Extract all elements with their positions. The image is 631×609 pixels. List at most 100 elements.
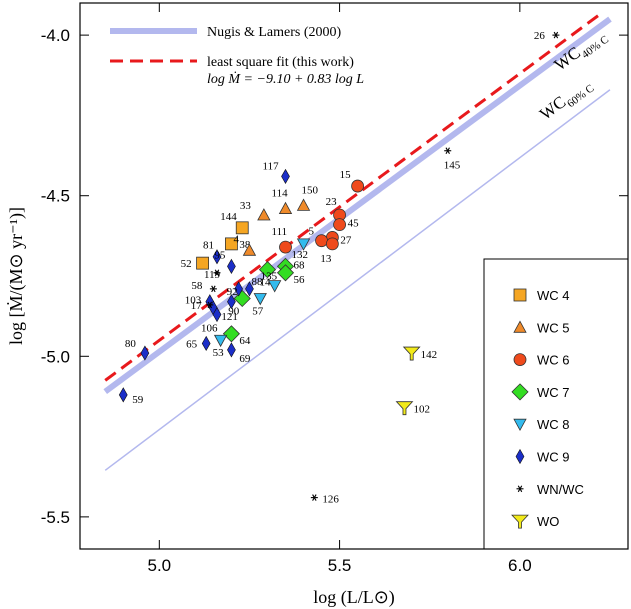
data-point-label: 57 [252,305,264,317]
legend-entry-label: WC 4 [537,288,570,303]
data-point-label: 145 [444,160,461,172]
x-tick-label: 5.5 [328,556,352,575]
data-point-label: 144 [220,211,237,223]
data-point-label: 90 [228,305,240,317]
series-line [103,16,612,395]
series-wc-6: 15 23 45 27 5 13 111 [272,169,365,265]
series-line [104,89,611,471]
legend-entry-label: WC 6 [537,353,570,368]
y-axis-title: log [Ṁ/(M⊙ yr⁻¹)] [6,207,27,345]
data-point-label: 38 [239,239,251,251]
data-point-stroke [207,301,213,309]
data-point-label: 26 [534,30,546,42]
data-point-label: 88 [251,276,263,288]
data-point [402,346,421,361]
data-point-label: 53 [213,347,225,359]
x-tick-label: 5.0 [147,556,171,575]
data-point [276,264,295,282]
data-point-label: 132 [292,249,309,261]
data-point [118,387,128,403]
legend-entry-label: WC 8 [537,417,570,432]
data-point-label: 106 [201,323,218,335]
data-point [212,249,222,265]
data-point [227,258,236,274]
legend-marker [513,288,527,302]
legend-marker [513,418,527,432]
data-point-label: 102 [413,404,430,416]
x-axis-title: log (L/L⊙) [313,587,395,608]
data-point-label: 27 [340,234,352,246]
data-point [253,293,267,306]
data-point [333,218,346,232]
series-wc-8: 132 135 57 53 [213,238,311,359]
data-point [315,234,328,248]
data-point-label: 4 [233,233,239,245]
series-wc-7: 68 56 14 90 64 [222,257,305,347]
legend-marker [511,514,529,529]
data-point-label: 114 [272,188,289,200]
data-point-label: 95 [214,249,226,261]
data-point-label: 111 [272,226,288,238]
data-point [310,494,318,501]
data-point [227,342,236,358]
legend-marker-stroke [517,485,523,493]
data-point [213,334,228,348]
data-point [225,237,238,251]
data-point-label: 117 [263,160,280,172]
data-point-label: 15 [340,169,352,181]
x-tick-label: 6.0 [508,556,532,575]
data-point-label: 81 [203,240,214,252]
data-point [296,238,311,251]
legend-marker [516,485,524,493]
data-point-label: 5 [309,226,315,238]
series-line [104,13,601,382]
data-point-label: 23 [326,196,338,208]
data-point [245,281,254,297]
data-point-label: 14 [259,277,271,289]
legend-entry-label: WO [537,514,559,529]
data-point-label: 142 [421,349,438,361]
y-tick-label: -5.5 [41,508,70,527]
series-wc-5: 33 114 150 4 [233,184,319,256]
data-point [258,261,277,279]
data-point-stroke [312,494,317,501]
data-point-label: 119 [204,269,221,281]
data-point [140,345,150,361]
data-point-label: 59 [132,394,144,406]
legend-entry-label: WC 9 [537,450,570,465]
data-point [278,201,293,214]
legend-label-fit: least square fit (this work) [207,55,354,70]
data-point-label: 17 [191,300,203,312]
data-point-label: 103 [185,295,202,307]
data-point-stroke [211,285,216,293]
legend-label-nugis: Nugis & Lamers (2000) [207,25,341,40]
plot-frame [79,2,629,550]
data-point [268,280,282,293]
data-point [235,221,249,235]
data-point-label: 45 [348,218,360,230]
data-point-label: 65 [186,338,198,350]
data-point-label: 126 [322,494,339,506]
fit-equation: log Ṁ = −9.10 + 0.83 log L [207,71,364,87]
data-point [227,294,236,310]
data-point [222,325,240,343]
data-point-label: 58 [191,280,203,292]
legend-entry-label: WN/WC [537,482,584,497]
legend-marker [511,383,529,401]
y-tick-label: -4.5 [41,187,70,206]
data-point-stroke [214,269,220,277]
data-point-label: 92 [227,286,238,298]
data-point-label: 52 [181,258,192,270]
data-point-label: 150 [302,184,319,196]
data-point [325,237,339,251]
data-point [351,179,365,193]
data-point [257,208,271,221]
data-point [196,256,209,270]
legend-entry-label: WC 5 [537,320,570,335]
legend-marker [515,448,525,465]
data-point-label: 80 [125,338,137,350]
data-point [213,269,221,277]
data-point [395,401,414,416]
